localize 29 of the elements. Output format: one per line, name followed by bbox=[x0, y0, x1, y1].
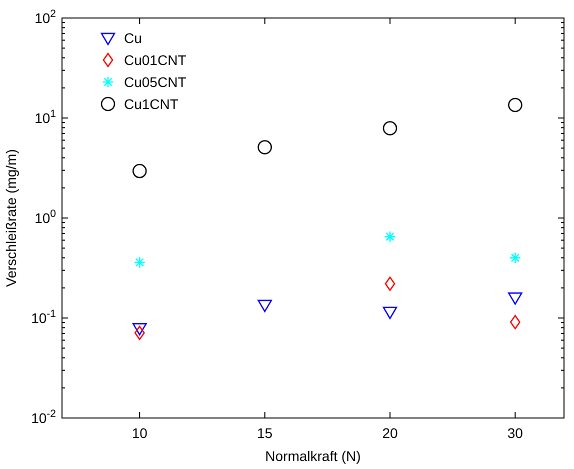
point bbox=[384, 276, 396, 291]
point bbox=[134, 326, 145, 340]
x-axis-title: Normalkraft (N) bbox=[265, 448, 361, 464]
x-tick-label: 30 bbox=[507, 425, 524, 441]
point bbox=[510, 314, 520, 330]
y-tick-label: 10$^{1}$ bbox=[34, 108, 56, 126]
point bbox=[132, 323, 147, 336]
point bbox=[382, 306, 398, 320]
y-tick-label: 10$^{2}$ bbox=[34, 8, 56, 26]
point bbox=[382, 121, 398, 136]
y-tick-label: 10$^{-2}$ bbox=[31, 408, 56, 426]
legend-label: Cu1CNT bbox=[124, 96, 179, 112]
y-tick-label: 10$^{0}$ bbox=[34, 208, 56, 226]
point bbox=[509, 252, 522, 264]
point bbox=[132, 164, 147, 178]
x-tick-label: 15 bbox=[257, 425, 273, 441]
legend-label: Cu05CNT bbox=[124, 74, 187, 90]
point bbox=[258, 300, 272, 312]
point bbox=[384, 230, 396, 243]
legend-label: Cu01CNT bbox=[124, 52, 187, 68]
point bbox=[508, 98, 522, 112]
legend-label: Cu bbox=[124, 30, 142, 46]
y-tick-label: 10$^{-1}$ bbox=[31, 308, 56, 326]
x-tick-label: 10 bbox=[132, 425, 148, 441]
x-tick-label: 20 bbox=[382, 425, 398, 441]
point bbox=[134, 256, 146, 268]
y-axis-title: Verschleißrate (mg/m) bbox=[3, 149, 19, 287]
point bbox=[258, 140, 272, 154]
point bbox=[508, 292, 522, 305]
